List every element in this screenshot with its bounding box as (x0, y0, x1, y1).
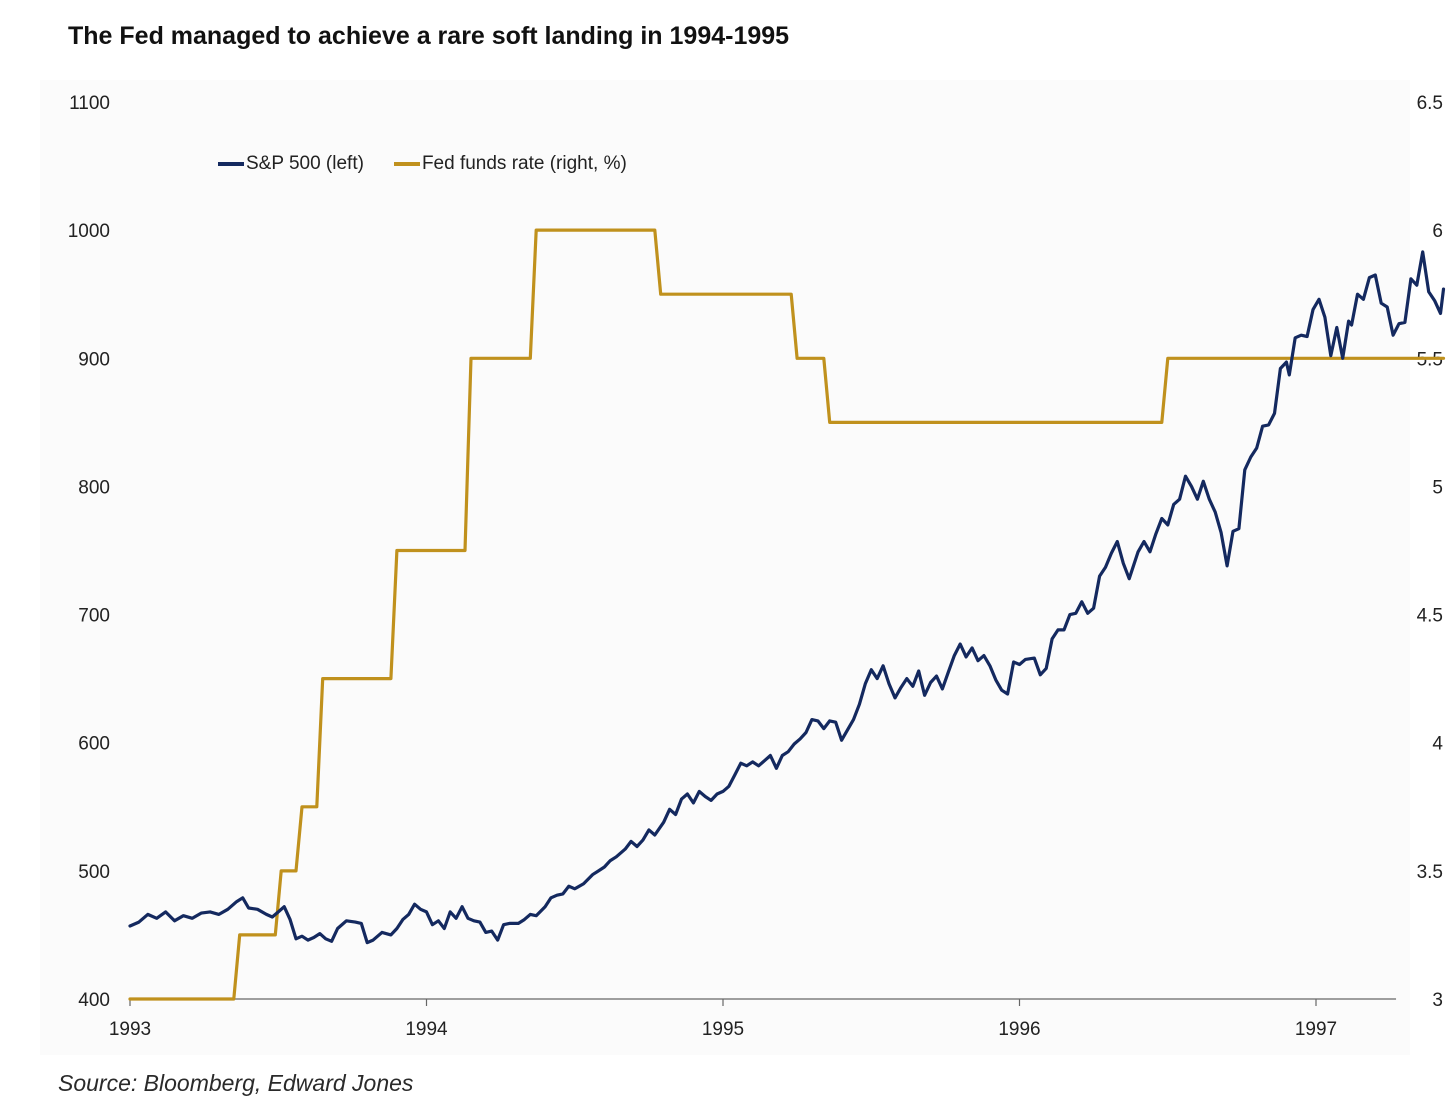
y-left-tick-label: 900 (78, 349, 110, 370)
x-tick-label: 1994 (405, 1019, 448, 1040)
series-line-sp500 (128, 250, 1446, 945)
legend-swatch-sp500 (218, 162, 244, 166)
legend: S&P 500 (left) Fed funds rate (right, %) (218, 153, 657, 175)
chart-title: The Fed managed to achieve a rare soft l… (68, 22, 790, 50)
y-left-tick-label: 500 (78, 862, 110, 883)
legend-label-sp500: S&P 500 (left) (246, 153, 364, 174)
y-right-tick-label: 5 (1432, 477, 1443, 498)
y-left-tick-label: 800 (78, 477, 110, 498)
x-tick-label: 1993 (109, 1019, 151, 1040)
legend-item-sp500: S&P 500 (left) (218, 153, 364, 175)
x-tick-label: 1995 (702, 1019, 744, 1040)
y-right-tick-label: 6 (1432, 221, 1443, 242)
x-tick-label: 1997 (1295, 1019, 1337, 1040)
y-right-tick-label: 3.5 (1417, 862, 1443, 883)
y-left-tick-label: 400 (78, 990, 110, 1011)
legend-item-fed-funds: Fed funds rate (right, %) (393, 153, 627, 175)
x-tick-label: 1996 (998, 1019, 1040, 1040)
y-left-tick-label: 700 (78, 606, 110, 627)
y-left-tick-label: 600 (78, 734, 110, 755)
legend-label-fed-funds: Fed funds rate (right, %) (421, 153, 627, 174)
legend-swatch-fed-funds (393, 162, 420, 166)
y-left-tick-label: 1000 (68, 221, 110, 242)
series-line-fed-funds (128, 228, 1446, 1001)
plot-area-background (40, 80, 1410, 1055)
source-note: Source: Bloomberg, Edward Jones (58, 1070, 414, 1096)
y-right-tick-label: 4.5 (1417, 606, 1443, 627)
y-right-tick-label: 4 (1432, 734, 1443, 755)
y-right-tick-label: 6.5 (1417, 93, 1443, 114)
y-left-tick-label: 1100 (69, 93, 110, 114)
y-right-tick-label: 3 (1432, 990, 1443, 1011)
